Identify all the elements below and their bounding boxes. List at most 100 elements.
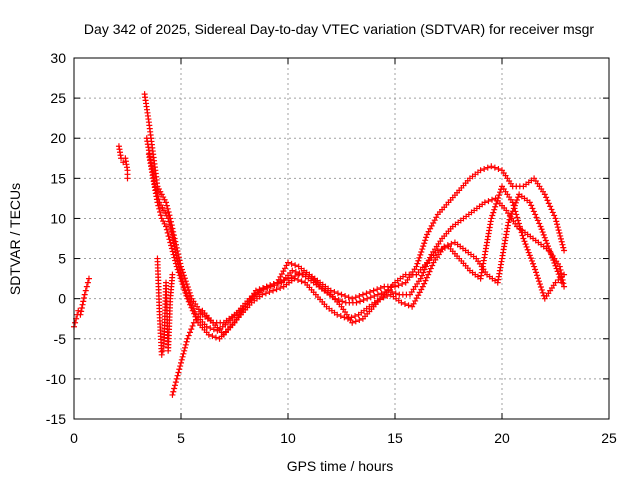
data-point: [544, 197, 551, 204]
data-point: [528, 202, 535, 209]
data-point: [352, 313, 359, 320]
data-point: [184, 335, 191, 342]
data-point: [525, 249, 532, 256]
data-point: [370, 287, 377, 294]
data-point: [523, 243, 530, 250]
data-point: [378, 290, 385, 297]
data-point: [552, 279, 559, 286]
data-point: [345, 294, 352, 301]
data-point: [176, 366, 183, 373]
data-point: [338, 291, 345, 298]
data-point: [163, 199, 170, 206]
data-point: [172, 260, 179, 267]
data-point: [186, 329, 193, 336]
data-point: [438, 246, 445, 253]
data-point: [531, 263, 538, 270]
data-point: [556, 263, 563, 270]
data-point: [551, 259, 558, 266]
data-point: [530, 208, 537, 215]
data-point: [158, 351, 165, 358]
data-point: [540, 231, 547, 238]
data-point: [170, 251, 177, 258]
data-point: [177, 363, 184, 370]
data-point: [513, 196, 520, 203]
data-point: [176, 272, 183, 279]
data-point: [179, 353, 186, 360]
data-point: [530, 260, 537, 267]
data-point: [180, 350, 187, 357]
data-point: [171, 254, 178, 261]
data-point: [181, 347, 188, 354]
y-tick-label: 30: [50, 50, 66, 66]
data-point: [492, 203, 499, 210]
data-point: [395, 282, 402, 289]
data-point: [156, 205, 163, 212]
y-tick-label: 15: [50, 170, 66, 186]
y-tick-label: 20: [50, 130, 66, 146]
data-point: [526, 199, 533, 206]
data-point: [481, 165, 488, 172]
data-point: [560, 244, 567, 251]
data-point: [164, 205, 171, 212]
data-point: [374, 286, 381, 293]
plot-frame: [73, 57, 610, 420]
data-point: [497, 189, 504, 196]
data-point: [174, 372, 181, 379]
data-point: [259, 291, 266, 298]
data-point: [549, 209, 556, 216]
data-point: [169, 271, 176, 278]
data-point: [187, 301, 194, 308]
data-point: [177, 275, 184, 282]
data-point: [399, 280, 406, 287]
data-point: [292, 268, 299, 275]
data-point: [495, 165, 502, 172]
data-point: [541, 234, 548, 241]
data-point: [559, 241, 566, 248]
data-point: [552, 262, 559, 269]
data-point: [542, 237, 549, 244]
series-dip-spike: [154, 255, 176, 358]
data-point: [205, 331, 212, 338]
data-point: [352, 318, 359, 325]
y-tick-label: 25: [50, 90, 66, 106]
data-point: [169, 391, 176, 398]
data-point: [209, 333, 216, 340]
x-tick-label: 25: [601, 430, 617, 446]
data-point: [534, 217, 541, 224]
data-point: [518, 229, 525, 236]
data-point: [81, 291, 88, 298]
data-point: [80, 298, 87, 305]
data-point: [558, 274, 565, 281]
data-point: [554, 224, 561, 231]
data-point: [174, 266, 181, 273]
series-arc-2: [115, 143, 131, 182]
data-point: [538, 286, 545, 293]
data-point: [168, 245, 175, 252]
data-point: [511, 205, 518, 212]
data-point: [520, 235, 527, 242]
data-point: [527, 255, 534, 262]
data-point: [360, 297, 367, 304]
data-point: [82, 287, 89, 294]
data-point: [522, 241, 529, 248]
data-point: [529, 205, 536, 212]
data-point: [79, 301, 86, 308]
data-point: [555, 227, 562, 234]
data-point: [182, 344, 189, 351]
data-point: [178, 359, 184, 366]
data-point: [537, 283, 544, 290]
data-point: [331, 288, 338, 295]
data-point: [491, 206, 498, 213]
data-point: [173, 375, 180, 382]
data-point: [420, 243, 427, 250]
data-point: [515, 194, 522, 201]
chart-title: Day 342 of 2025, Sidereal Day-to-day VTE…: [84, 21, 594, 37]
data-point: [175, 369, 182, 376]
data-point: [183, 338, 190, 345]
data-point: [519, 232, 526, 239]
data-point: [532, 266, 539, 273]
data-point: [536, 220, 543, 227]
data-point: [417, 275, 424, 282]
data-point: [292, 262, 299, 269]
data-point: [342, 292, 349, 299]
